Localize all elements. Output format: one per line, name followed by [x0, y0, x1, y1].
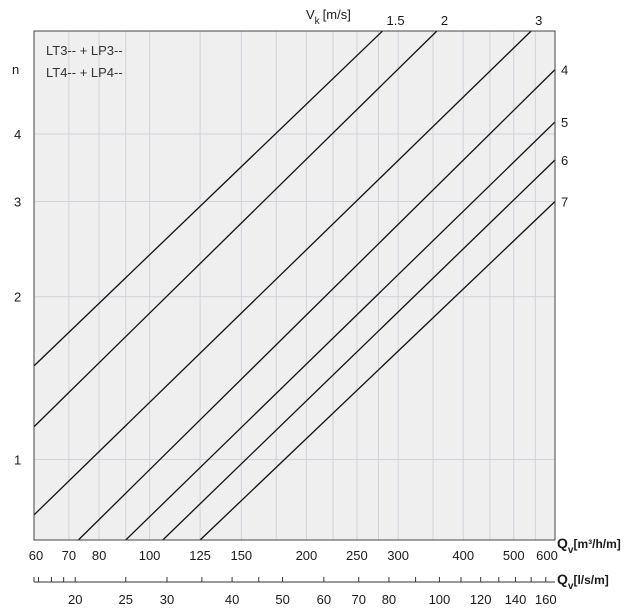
series-line-7	[199, 201, 556, 541]
series-line-6	[162, 159, 556, 541]
x-axis-secondary-title: Qv[l/s/m]	[557, 571, 609, 592]
grid	[34, 31, 555, 540]
x-tick-label: 60	[29, 548, 43, 563]
x2-tick-label: 25	[119, 592, 133, 607]
x-tick-label: 80	[92, 548, 106, 563]
series-line-3	[33, 30, 532, 516]
x2-tick-label: 50	[275, 592, 289, 607]
x-axis-primary-letter: Q	[557, 535, 568, 551]
series-line-1	[33, 30, 384, 367]
x-tick-label: 125	[189, 548, 211, 563]
series-label-1: 1.5	[387, 13, 405, 28]
x-axis-primary-title: Qv[m³/h/m]	[557, 535, 621, 556]
series-label-6: 6	[561, 153, 568, 168]
series-label-axis-unit: [m/s]	[323, 7, 351, 22]
x2-tick-label: 20	[68, 592, 82, 607]
y-tick-label: 2	[14, 290, 21, 305]
series-label-4: 4	[561, 63, 568, 78]
y-tick-label: 1	[14, 453, 21, 468]
x-tick-label: 400	[452, 548, 474, 563]
x2-tick-label: 140	[505, 592, 527, 607]
x-tick-label: 500	[503, 548, 525, 563]
x-tick-label: 300	[387, 548, 409, 563]
y-tick-label: 3	[14, 195, 21, 210]
x-tick-label: 200	[296, 548, 318, 563]
x-axis-primary-subscript: v	[568, 545, 574, 556]
series-label-5: 5	[561, 115, 568, 130]
x2-tick-label: 70	[351, 592, 365, 607]
x2-tick-label: 30	[160, 592, 174, 607]
x-tick-label: 600	[536, 548, 558, 563]
series-line-4	[77, 69, 556, 541]
x-axis-secondary-subscript: v	[568, 581, 574, 592]
series-lines	[33, 30, 556, 541]
series-line-5	[125, 121, 556, 541]
x-axis-secondary-unit: [l/s/m]	[573, 573, 608, 587]
series-label-axis-letter: V	[306, 7, 315, 22]
x-axis-primary-ticks: 60 70 80 100 125 150 200 250 300 400 500 600	[29, 548, 558, 563]
x2-tick-label: 120	[470, 592, 492, 607]
y-axis-ticks: 1 2 3 4	[14, 127, 21, 468]
x-axis-secondary: 20 25 30 40 50 60 70 80 100 120 140 160	[33, 577, 557, 607]
legend-text-lt4-lp4: LT4-- + LP4--	[46, 65, 123, 80]
x2-tick-label: 40	[225, 592, 239, 607]
x2-tick-label: 80	[382, 592, 396, 607]
y-tick-label: 4	[14, 127, 21, 142]
plot-background	[34, 31, 555, 540]
legend-text-lt3-lp3: LT3-- + LP3--	[46, 43, 123, 58]
x-tick-label: 150	[230, 548, 252, 563]
series-label-3: 3	[535, 13, 542, 28]
x-axis-primary-unit: [m³/h/m]	[573, 537, 620, 551]
x2-tick-label: 100	[429, 592, 451, 607]
series-label-2: 2	[441, 13, 448, 28]
series-label-7: 7	[561, 195, 568, 210]
plot-frame	[33, 30, 556, 541]
x-tick-label: 250	[346, 548, 368, 563]
series-line-2	[33, 30, 438, 428]
series-labels: 1.5 2 3 4 5 6 7	[387, 13, 569, 210]
x-axis-secondary-letter: Q	[557, 571, 568, 587]
x-tick-label: 100	[139, 548, 161, 563]
x2-tick-label: 160	[535, 592, 557, 607]
series-label-axis-title: Vk [m/s]	[306, 7, 351, 27]
x2-tick-label: 60	[317, 592, 331, 607]
x-tick-label: 70	[62, 548, 76, 563]
series-label-axis-subscript: k	[315, 16, 321, 27]
y-axis-label: n	[12, 62, 19, 77]
